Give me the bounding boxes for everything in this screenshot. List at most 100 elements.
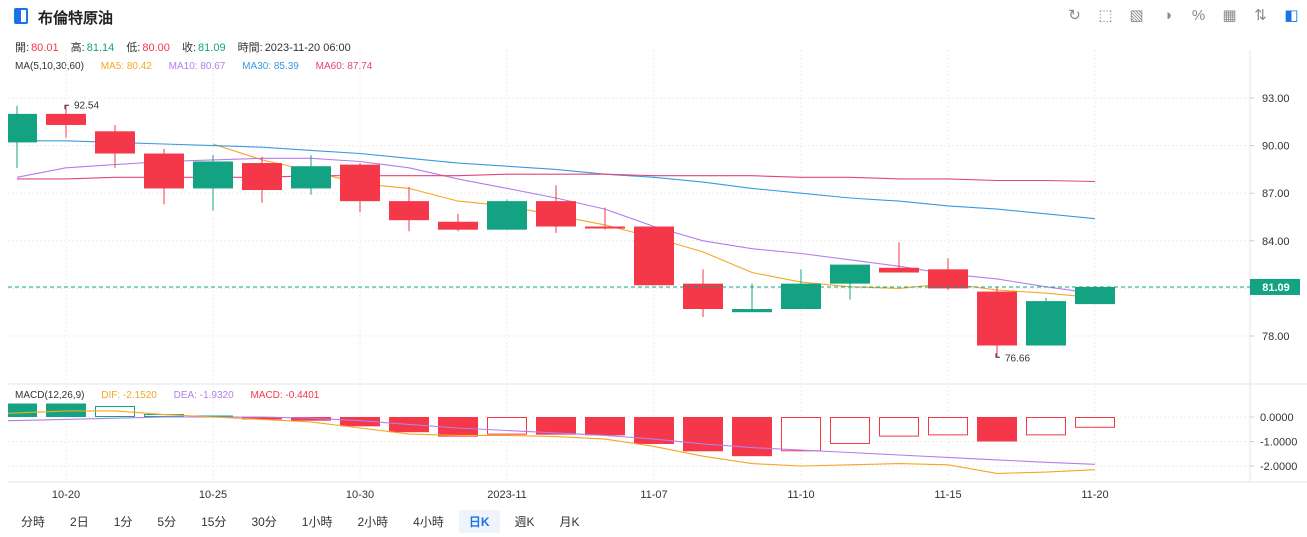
macd-bar	[438, 417, 478, 437]
candle-body	[977, 291, 1017, 346]
period-tab[interactable]: 5分	[157, 515, 177, 529]
time-label: 時間:	[237, 42, 263, 54]
ma30-legend: MA30: 85.39	[242, 61, 299, 72]
ma-line-ma30	[17, 140, 1096, 220]
low-marker	[995, 353, 1000, 358]
grid-icon[interactable]: ▦	[1222, 7, 1237, 24]
candle-body	[389, 201, 429, 221]
price-tick-label: 87.00	[1262, 188, 1290, 200]
time-value: 2023-11-20 06:00	[264, 42, 351, 54]
macd-value-legend: MACD: -0.4401	[250, 390, 320, 401]
macd-bar	[585, 417, 625, 436]
candle-body	[144, 153, 184, 189]
low-annotation: 76.66	[1005, 353, 1030, 364]
x-tick-label: 11-20	[1081, 489, 1108, 501]
ma5-legend: MA5: 80.42	[100, 61, 152, 72]
candle-body	[46, 113, 86, 125]
candle-body	[585, 226, 625, 229]
macd-bar	[536, 417, 576, 435]
percent-icon[interactable]: %	[1191, 7, 1206, 24]
candle-body	[1026, 301, 1066, 346]
high-annotation: 92.54	[74, 100, 99, 111]
candle-body	[634, 226, 674, 286]
high-value: 81.14	[86, 42, 115, 54]
chart-header: 布倫特原油 ↻ ⬚ ▧ ◑ % ▦ ⇅ ◧	[0, 0, 1307, 32]
sort-icon[interactable]: ⇅	[1254, 7, 1267, 24]
high-label: 高:	[70, 42, 85, 54]
compare-icon[interactable]: ◑	[1162, 7, 1173, 24]
period-tab[interactable]: 15分	[201, 515, 227, 529]
last-price-label: 81.09	[1262, 282, 1290, 294]
dif-legend: DIF: -2.1520	[101, 390, 157, 401]
period-tab[interactable]: 1分	[113, 515, 133, 529]
candle-body	[291, 166, 331, 189]
candle-body	[536, 201, 576, 227]
candle-body	[8, 113, 37, 143]
period-tab[interactable]: 週K	[514, 515, 535, 529]
candle-body	[487, 201, 527, 230]
candle-body	[732, 309, 772, 313]
macd-bar	[242, 417, 282, 420]
draw-icon[interactable]: ⬚	[1098, 7, 1113, 24]
macd-bar	[8, 403, 37, 417]
instrument-title: 布倫特原油	[38, 10, 114, 27]
dif-line	[7, 410, 1096, 474]
macd-bar	[781, 417, 821, 452]
ma-legend-title: MA(5,10,30,60)	[15, 61, 84, 72]
period-tab[interactable]: 日K	[458, 510, 500, 533]
candle-body	[928, 269, 968, 289]
period-tab[interactable]: 1小時	[301, 515, 333, 529]
low-label: 低:	[126, 42, 141, 54]
candle-body	[438, 221, 478, 230]
x-tick-label: 11-15	[934, 489, 961, 501]
macd-bar	[683, 417, 723, 452]
close-value: 81.09	[198, 42, 226, 54]
macd-bar	[732, 417, 772, 457]
toolbar: ↻ ⬚ ▧ ◑ % ▦ ⇅ ◧	[1059, 6, 1307, 26]
price-tick-label: 84.00	[1262, 236, 1290, 248]
x-tick-label: 10-20	[52, 489, 80, 501]
ma-legend: MA(5,10,30,60) MA5: 80.42 MA10: 80.67 MA…	[15, 61, 386, 72]
candle-body	[781, 283, 821, 310]
candle-body	[879, 267, 919, 273]
period-tab[interactable]: 2小時	[357, 515, 389, 529]
refresh-icon[interactable]: ↻	[1068, 7, 1081, 24]
period-tab[interactable]: 4小時	[413, 515, 444, 529]
period-tab[interactable]: 月K	[559, 515, 580, 529]
candle-body	[242, 163, 282, 191]
macd-tick-label: 0.0000	[1260, 412, 1294, 424]
price-tick-label: 90.00	[1262, 141, 1290, 153]
macd-bar	[291, 417, 331, 421]
period-selector: 分時 2日 1分 5分 15分 30分 1小時 2小時 4小時 日K 週K 月K	[11, 510, 595, 533]
high-marker	[64, 104, 69, 110]
dea-line	[7, 416, 1096, 465]
image-icon[interactable]: ▧	[1129, 7, 1144, 24]
close-label: 收:	[181, 42, 197, 54]
macd-bar	[928, 417, 968, 436]
macd-bar	[95, 405, 135, 418]
macd-tick-label: -1.0000	[1260, 437, 1297, 449]
open-value: 80.01	[31, 42, 59, 54]
macd-bar	[879, 417, 919, 437]
candle-body	[1075, 286, 1115, 305]
price-tick-label: 78.00	[1262, 331, 1290, 343]
fullscreen-icon[interactable]: ◧	[1284, 7, 1299, 24]
x-tick-label: 11-10	[787, 489, 814, 501]
last-price-tag	[1250, 278, 1300, 295]
x-tick-label: 2023-11	[487, 489, 527, 501]
ma60-legend: MA60: 87.74	[315, 61, 373, 72]
x-tick-label: 10-25	[199, 489, 227, 501]
ohlc-readout: 開: 80.01 高: 81.14 低: 80.00 收: 81.09 時間: 2023-…	[15, 39, 360, 55]
macd-bar	[830, 417, 870, 444]
candle-body	[340, 164, 380, 202]
macd-tick-label: -2.0000	[1260, 461, 1297, 473]
ma10-legend: MA10: 80.67	[168, 61, 226, 72]
dea-legend: DEA: -1.9320	[173, 390, 234, 401]
period-tab[interactable]: 2日	[70, 515, 89, 529]
period-tab[interactable]: 分時	[21, 515, 46, 529]
period-tab[interactable]: 30分	[251, 515, 277, 529]
price-tick-label: 93.00	[1262, 93, 1290, 105]
macd-legend: MACD(12,26,9) DIF: -2.1520 DEA: -1.9320 …	[15, 390, 333, 401]
candle-body	[95, 131, 135, 154]
